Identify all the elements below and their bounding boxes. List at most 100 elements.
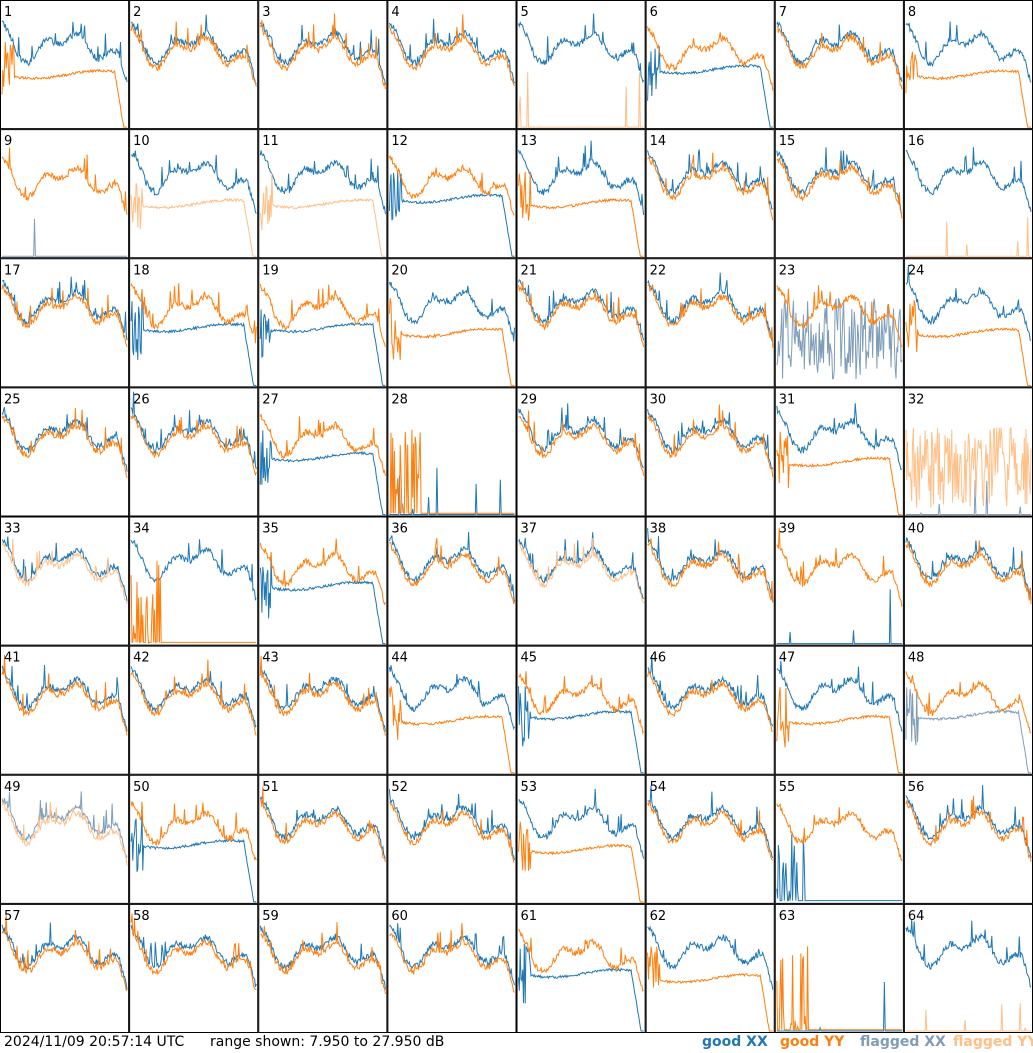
panel-frame [903, 774, 1033, 904]
panel-19: 19 [258, 258, 388, 388]
trace-xx-16 [905, 147, 1032, 212]
panel-27: 27 [258, 387, 388, 517]
trace-yy-42 [130, 659, 257, 736]
panel-frame [129, 774, 259, 904]
panel-frame [516, 0, 646, 130]
trace-yy-59 [260, 922, 386, 995]
trace-yy-14 [647, 152, 774, 221]
panel-29: 29 [516, 387, 646, 517]
trace-yy-44 [388, 686, 515, 774]
panel-frame [774, 387, 904, 517]
trace-yy-8 [905, 51, 1031, 128]
panel-number: 33 [4, 522, 21, 537]
trace-yy-21 [518, 281, 645, 347]
panel-frame [516, 774, 646, 904]
panel-35: 35 [258, 516, 388, 646]
panel-number: 27 [262, 392, 279, 407]
panel-number: 26 [133, 392, 150, 407]
trace-xx-13 [518, 140, 645, 215]
panel-frame [258, 774, 388, 904]
panel-number: 3 [262, 5, 270, 20]
panel-22: 22 [645, 258, 775, 388]
legend-good-xx: good XX [702, 1034, 768, 1050]
trace-xx-61 [518, 943, 644, 1032]
panel-frame [387, 129, 517, 259]
panel-54: 54 [645, 774, 775, 904]
panel-11: 11 [258, 129, 388, 259]
trace-xx-39 [776, 589, 902, 645]
panel-31: 31 [774, 387, 904, 517]
panel-8: 8 [903, 0, 1033, 130]
panel-frame [774, 516, 904, 646]
trace-xx-8 [905, 21, 1032, 83]
panel-25: 25 [0, 387, 130, 517]
trace-xx-34 [130, 539, 257, 601]
panel-frame [387, 774, 517, 904]
panel-number: 41 [4, 651, 21, 666]
panel-frame [903, 0, 1033, 130]
trace-yy-34 [130, 560, 257, 645]
panel-number: 54 [650, 780, 667, 795]
panel-frame [258, 645, 388, 775]
trace-xx-64 [905, 919, 1032, 988]
trace-xx-55 [776, 833, 902, 902]
trace-xx-30 [647, 409, 774, 470]
panel-62: 62 [645, 903, 775, 1033]
panel-23: 23 [774, 258, 904, 388]
panel-number: 7 [779, 5, 787, 20]
trace-xx-48 [905, 687, 1031, 774]
panel-number: 51 [262, 780, 279, 795]
trace-xx-6 [647, 46, 773, 128]
panel-number: 44 [391, 651, 408, 666]
panel-frame [903, 258, 1033, 388]
trace-yy-49 [1, 800, 128, 866]
panel-39: 39 [774, 516, 904, 646]
panel-57: 57 [0, 903, 130, 1033]
panel-45: 45 [516, 645, 646, 775]
panel-12: 12 [387, 129, 517, 259]
panel-number: 34 [133, 522, 150, 537]
trace-xx-4 [388, 18, 515, 84]
trace-xx-28 [389, 467, 515, 515]
panel-44: 44 [387, 645, 517, 775]
panel-number: 61 [521, 909, 538, 924]
trace-xx-45 [518, 686, 644, 774]
panel-60: 60 [387, 903, 517, 1033]
panel-40: 40 [903, 516, 1033, 646]
trace-xx-11 [259, 150, 386, 215]
panel-number: 38 [650, 522, 667, 537]
trace-yy-16 [905, 217, 1031, 257]
panel-number: 10 [133, 134, 150, 149]
trace-xx-35 [259, 556, 386, 645]
panel-number: 42 [133, 651, 150, 666]
trace-xx-37 [518, 532, 645, 600]
panel-number: 13 [521, 134, 538, 149]
panel-number: 58 [133, 909, 150, 924]
trace-yy-31 [776, 431, 902, 515]
panel-number: 23 [779, 263, 796, 278]
panel-24: 24 [903, 258, 1033, 388]
panel-number: 8 [908, 5, 916, 20]
panel-number: 18 [133, 263, 150, 278]
trace-yy-26 [130, 413, 257, 477]
trace-yy-47 [776, 687, 902, 774]
panel-number: 52 [391, 780, 408, 795]
trace-xx-54 [647, 785, 774, 859]
panel-frame [258, 129, 388, 259]
panel-55: 55 [774, 774, 904, 904]
trace-xx-47 [776, 660, 903, 732]
trace-xx-58 [130, 925, 257, 987]
panel-frame [774, 129, 904, 259]
trace-yy-40 [905, 540, 1032, 605]
panel-1: 1 [0, 0, 130, 130]
panel-number: 22 [650, 263, 667, 278]
panel-number: 31 [779, 392, 796, 407]
panel-number: 43 [262, 651, 279, 666]
trace-xx-18 [130, 299, 257, 386]
trace-yy-61 [518, 928, 644, 992]
panel-number: 56 [908, 780, 925, 795]
panel-number: 36 [391, 522, 408, 537]
panel-10: 10 [129, 129, 259, 259]
panel-number: 32 [908, 392, 925, 407]
trace-xx-19 [259, 309, 386, 386]
